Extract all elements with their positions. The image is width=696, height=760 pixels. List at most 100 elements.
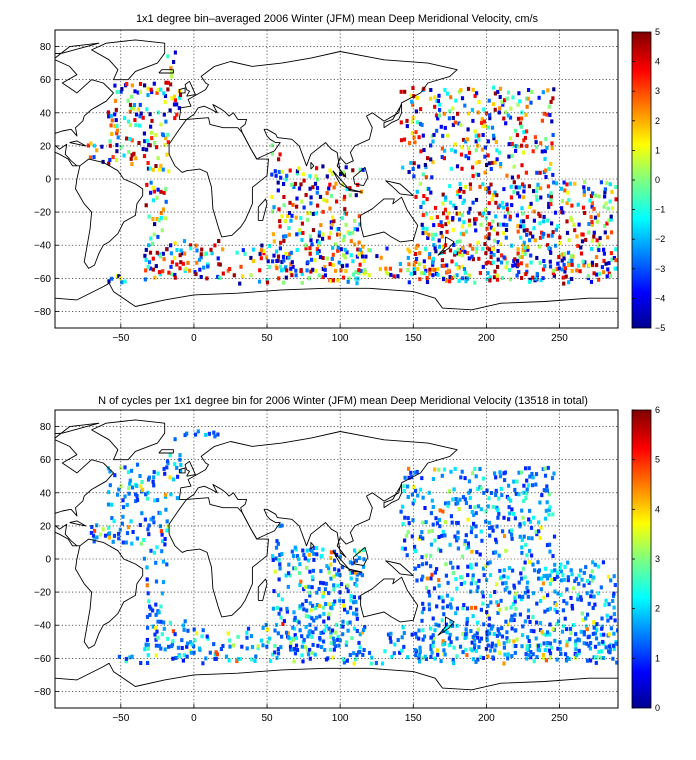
bin-cell xyxy=(559,569,563,574)
bin-cell xyxy=(355,652,359,657)
bin-cell xyxy=(305,648,310,653)
bin-cell xyxy=(461,606,465,611)
bin-cell xyxy=(146,646,150,651)
bin-cell xyxy=(415,120,420,125)
bin-cell xyxy=(308,246,312,251)
bin-cell xyxy=(443,626,448,631)
bin-cell xyxy=(295,204,299,209)
bin-cell xyxy=(467,210,471,215)
bin-cell xyxy=(590,578,595,583)
bin-cell xyxy=(471,165,475,170)
bin-cell xyxy=(357,640,361,645)
bin-cell xyxy=(456,521,460,525)
bin-cell xyxy=(308,234,312,239)
bin-cell xyxy=(451,216,455,220)
bin-cell xyxy=(525,491,529,496)
bin-cell xyxy=(553,210,558,215)
bin-cell xyxy=(361,244,365,249)
bin-cell xyxy=(128,123,132,128)
bin-cell xyxy=(537,95,541,100)
bin-cell xyxy=(327,566,331,571)
bin-cell xyxy=(146,93,150,97)
bin-cell xyxy=(492,136,496,141)
bin-cell xyxy=(497,553,501,558)
bin-cell xyxy=(274,173,278,178)
cycles-panel-background xyxy=(55,410,618,708)
bin-cell xyxy=(577,573,581,578)
bin-cell xyxy=(501,276,505,280)
bin-cell xyxy=(441,642,445,647)
bin-cell xyxy=(543,609,547,614)
bin-cell xyxy=(447,211,451,216)
bin-cell xyxy=(566,578,570,583)
bin-cell xyxy=(157,167,161,172)
bin-cell xyxy=(403,538,407,543)
bin-cell xyxy=(608,273,613,278)
bin-cell xyxy=(580,611,584,616)
bin-cell xyxy=(178,654,182,659)
bin-cell xyxy=(321,256,325,260)
bin-cell xyxy=(532,226,536,231)
bin-cell xyxy=(154,637,158,642)
bin-cell xyxy=(339,172,343,176)
bin-cell xyxy=(535,255,539,260)
bin-cell xyxy=(119,89,123,94)
bin-cell xyxy=(275,249,279,254)
bin-cell xyxy=(577,581,581,586)
bin-cell xyxy=(520,206,524,211)
bin-cell xyxy=(429,654,433,659)
bin-cell xyxy=(165,465,169,470)
bin-cell xyxy=(251,247,255,252)
bin-cell xyxy=(318,255,323,260)
bin-cell xyxy=(437,535,441,539)
bin-cell xyxy=(444,195,448,200)
bin-cell xyxy=(479,507,483,512)
bin-cell xyxy=(354,570,358,575)
bin-cell xyxy=(360,630,364,635)
bin-cell xyxy=(90,525,94,529)
bin-cell xyxy=(510,626,514,631)
bin-cell xyxy=(481,124,485,128)
bin-cell xyxy=(544,168,548,173)
bin-cell xyxy=(355,616,359,621)
bin-cell xyxy=(551,96,555,101)
colorbar-tick-label: −4 xyxy=(655,293,665,303)
bin-cell xyxy=(412,498,416,503)
bin-cell xyxy=(171,629,175,634)
bin-cell xyxy=(228,267,232,271)
bin-cell xyxy=(162,626,166,631)
bin-cell xyxy=(506,622,510,627)
bin-cell xyxy=(310,650,314,655)
bin-cell xyxy=(572,222,576,227)
bin-cell xyxy=(465,616,469,621)
bin-cell xyxy=(490,641,494,646)
bin-cell xyxy=(86,143,90,148)
bin-cell xyxy=(348,560,352,565)
bin-cell xyxy=(399,138,404,143)
bin-cell xyxy=(535,655,539,660)
bin-cell xyxy=(505,260,509,265)
bin-cell xyxy=(421,226,425,231)
bin-cell xyxy=(161,269,165,274)
bin-cell xyxy=(110,502,114,507)
bin-cell xyxy=(467,544,471,549)
bin-cell xyxy=(448,632,452,637)
bin-cell xyxy=(161,207,166,212)
bin-cell xyxy=(468,206,472,211)
bin-cell xyxy=(362,557,366,562)
bin-cell xyxy=(330,222,334,227)
bin-cell xyxy=(155,90,159,95)
bin-cell xyxy=(127,486,131,491)
bin-cell xyxy=(274,622,279,627)
bin-cell xyxy=(584,565,588,570)
bin-cell xyxy=(146,625,150,630)
bin-cell xyxy=(324,581,328,586)
bin-cell xyxy=(563,269,567,274)
bin-cell xyxy=(435,521,439,526)
bin-cell xyxy=(157,610,161,615)
bin-cell xyxy=(503,470,507,475)
bin-cell xyxy=(361,167,365,172)
bin-cell xyxy=(561,210,565,215)
bin-cell xyxy=(472,512,476,517)
bin-cell xyxy=(147,260,152,265)
